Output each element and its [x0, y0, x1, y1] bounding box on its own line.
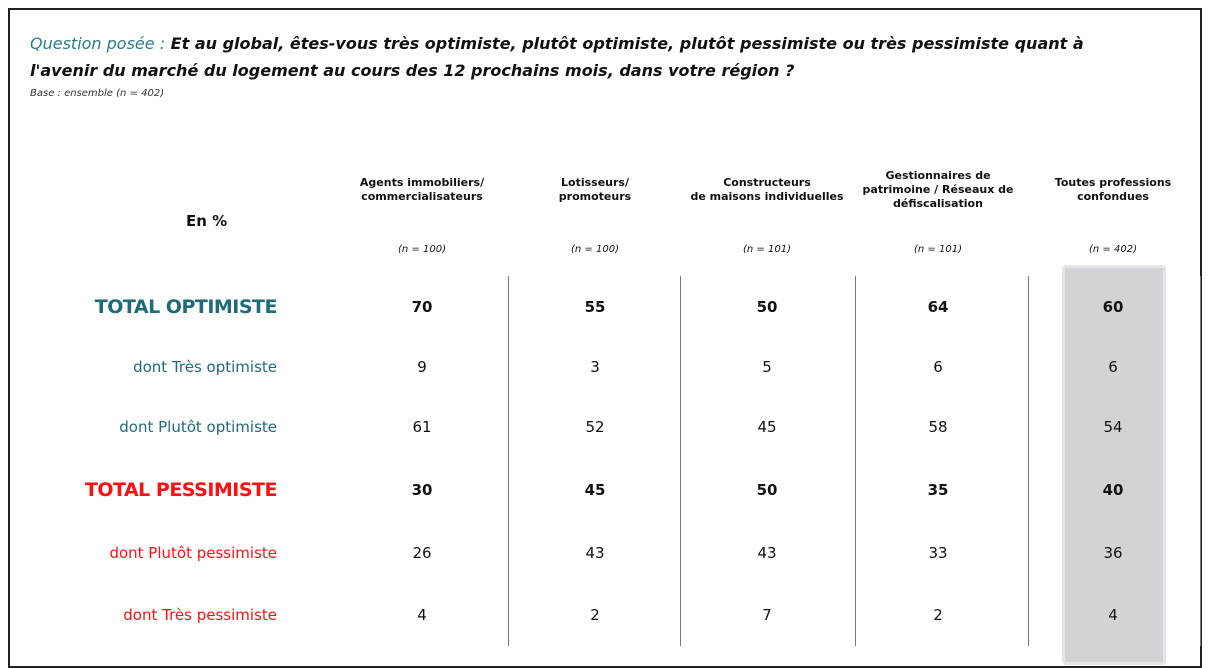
- cell-value: 50: [756, 298, 778, 316]
- cell-value: 5: [762, 358, 772, 376]
- cell-value: 64: [927, 298, 949, 316]
- column-header: Constructeurs: [723, 176, 811, 189]
- column-header: patrimoine / Réseaux de: [862, 183, 1014, 196]
- cell-value: 54: [1103, 418, 1123, 436]
- column-separator: [855, 276, 856, 646]
- base: Base : ensemble (n = 402): [30, 88, 165, 99]
- question-label: Question posée :: [30, 34, 166, 53]
- cell-value: 30: [411, 481, 433, 499]
- row-label: dont Plutôt optimiste: [119, 418, 277, 436]
- column-header: Gestionnaires de: [885, 169, 991, 182]
- cell-value: 40: [1102, 481, 1124, 499]
- cell-value: 4: [417, 606, 427, 624]
- cell-value: 55: [584, 298, 606, 316]
- cell-value: 9: [417, 358, 427, 376]
- cell-value: 2: [933, 606, 943, 624]
- column-header: commercialisateurs: [361, 190, 483, 203]
- column-header: défiscalisation: [893, 197, 983, 210]
- corner: En %: [186, 212, 228, 230]
- cell-value: 70: [411, 298, 433, 316]
- cell-value: 6: [1108, 358, 1118, 376]
- cell-value: 50: [756, 481, 778, 499]
- column-n: (n = 101): [914, 244, 962, 255]
- column-separator: [1028, 276, 1029, 646]
- cell-value: 52: [585, 418, 605, 436]
- frame: [8, 8, 1202, 668]
- column-header: promoteurs: [558, 190, 632, 203]
- column-header: Lotisseurs/: [561, 176, 629, 189]
- column-n: (n = 402): [1089, 244, 1137, 255]
- column-header: de maisons individuelles: [690, 190, 844, 203]
- cell-value: 43: [585, 544, 605, 562]
- column-header: Toutes professions: [1054, 176, 1172, 189]
- cell-value: 43: [757, 544, 777, 562]
- cell-value: 2: [590, 606, 600, 624]
- cell-value: 4: [1108, 606, 1118, 624]
- row-label: dont Très pessimiste: [123, 606, 277, 624]
- column-header: confondues: [1077, 190, 1149, 203]
- cell-value: 6: [933, 358, 943, 376]
- cell-value: 45: [584, 481, 606, 499]
- row-label: TOTAL OPTIMISTE: [94, 296, 278, 318]
- row-label: dont Plutôt pessimiste: [109, 544, 277, 562]
- column-separator: [508, 276, 509, 646]
- question-line: Question posée : Et au global, êtes-vous…: [30, 34, 1084, 53]
- cell-value: 7: [762, 606, 772, 624]
- cell-value: 58: [928, 418, 948, 436]
- column-n: (n = 101): [743, 244, 791, 255]
- question-text: l'avenir du marché du logement au cours …: [30, 61, 795, 80]
- cell-value: 33: [928, 544, 948, 562]
- column-n: (n = 100): [571, 244, 619, 255]
- row-label: TOTAL PESSIMISTE: [84, 479, 278, 501]
- question-text: Et au global, êtes-vous très optimiste, …: [170, 34, 1084, 53]
- cell-value: 26: [412, 544, 432, 562]
- column-separator: [1200, 276, 1201, 646]
- cell-value: 35: [927, 481, 949, 499]
- highlight-column: [1062, 265, 1166, 665]
- cell-value: 60: [1102, 298, 1124, 316]
- column-n: (n = 100): [398, 244, 446, 255]
- row-label: dont Très optimiste: [133, 358, 277, 376]
- column-separator: [680, 276, 681, 646]
- cell-value: 3: [590, 358, 600, 376]
- cell-value: 36: [1103, 544, 1123, 562]
- cell-value: 45: [757, 418, 777, 436]
- column-header: Agents immobiliers/: [359, 176, 485, 189]
- cell-value: 61: [412, 418, 432, 436]
